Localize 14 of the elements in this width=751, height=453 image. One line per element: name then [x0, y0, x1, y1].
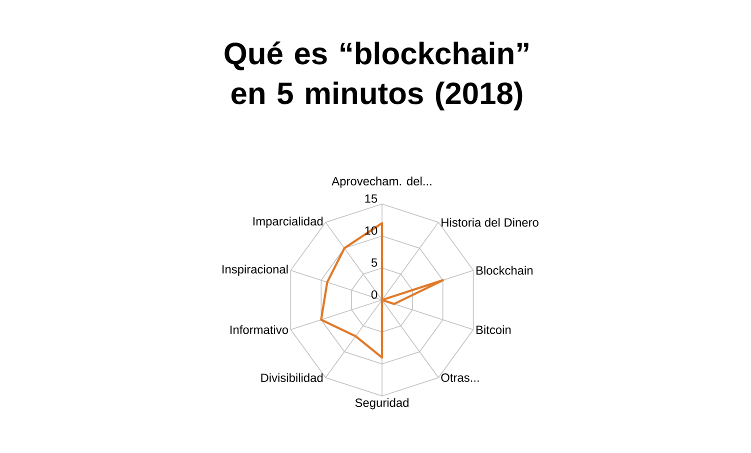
spoke-label: Historia del Dinero — [442, 218, 538, 227]
spoke-label: Inspiracional — [222, 264, 288, 276]
y-tick-label: 0 — [371, 290, 378, 299]
y-tick-label: 5 — [371, 258, 378, 267]
spoke-label: Divisibilidad — [261, 373, 323, 382]
spoke-label: Blockchain — [476, 266, 533, 275]
spoke-label: Otras... — [441, 373, 479, 382]
chart-title: Qué es “blockchain” en 5 minutos (2018) — [224, 42, 528, 110]
spoke-label: Imparcialidad — [253, 216, 323, 228]
spoke-label: Informativo — [230, 325, 288, 334]
spoke-label: Aprovecham. del... — [332, 176, 432, 188]
spoke-label: Bitcoin — [476, 325, 511, 334]
y-tick-label: 15 — [365, 194, 378, 203]
spoke-label: Seguridad — [355, 398, 408, 410]
